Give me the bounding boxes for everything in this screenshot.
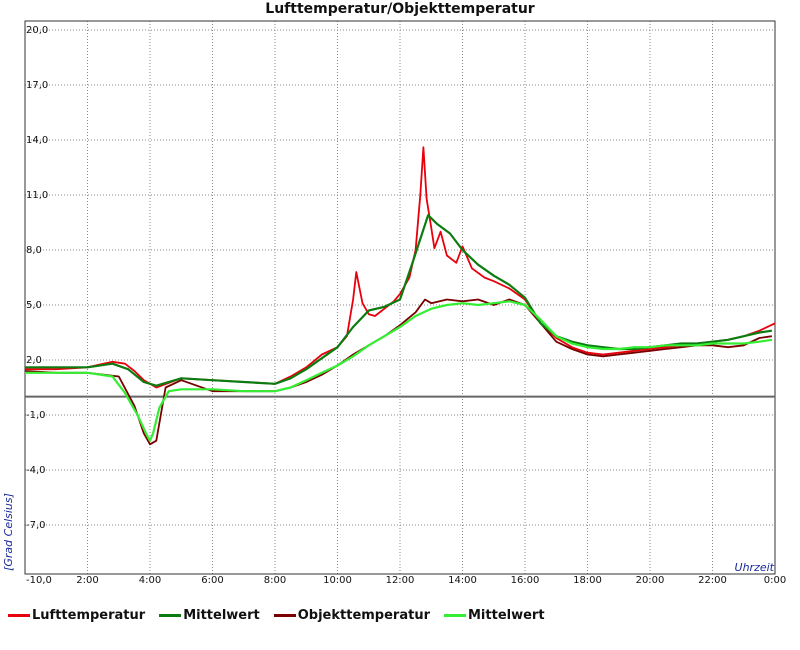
legend-label: Mittelwert [468,608,545,623]
y-tick-label: -1,0 [26,410,46,421]
legend-label: Objekttemperatur [297,608,430,623]
legend-label: Mittelwert [183,608,260,623]
x-tick-label: 22:00 [698,575,727,586]
x-tick-label: 6:00 [201,575,223,586]
y-tick-label: 2,0 [26,355,42,366]
x-tick-label: 20:00 [636,575,665,586]
y-tick-labels: -10,0 -7,0 -4,0 -1,0 2,0 5,0 8,0 11,0 14,0 17,0 20… [26,25,52,586]
legend-swatch [159,614,182,617]
series-line-3 [25,300,773,442]
y-tick-label: 5,0 [26,300,42,311]
y-tick-label: -10,0 [26,575,52,586]
legend-swatch [444,614,466,617]
y-tick-label: 8,0 [26,245,42,256]
legend-item: Mittelwert [159,608,260,623]
y-tick-label: 20,0 [26,25,48,36]
x-tick-label: 4:00 [139,575,161,586]
x-tick-label: 10:00 [323,575,352,586]
series-line-1 [25,214,773,387]
x-axis-label: Uhrzeit [735,561,775,574]
legend-swatch [8,614,30,617]
y-axis-label: [Grad Celsius] [2,493,15,571]
plot-area-frame [24,20,776,575]
chart-title: Lufttemperatur/Objekttemperatur [265,1,535,17]
x-tick-labels: 2:00 4:00 6:00 8:00 10:00 12:00 14:00 16:00 18:0… [76,575,786,586]
legend-item: Objekttemperatur [273,608,430,623]
legend-swatch [273,614,296,617]
legend: Lufttemperatur Mittelwert Objekttemperatur… [8,608,559,623]
legend-item: Lufttemperatur [8,608,145,623]
x-tick-label: 12:00 [386,575,415,586]
x-tick-label: 0:00 [764,575,786,586]
x-tick-label: 14:00 [448,575,477,586]
x-tick-label: 8:00 [264,575,286,586]
x-tick-label: 2:00 [76,575,98,586]
x-tick-label: 18:00 [573,575,602,586]
legend-label: Lufttemperatur [32,608,146,623]
y-tick-label: -7,0 [26,520,46,531]
series-group [24,146,776,446]
y-tick-label: 17,0 [26,80,48,91]
y-tick-label: -4,0 [26,465,46,476]
y-tick-label: 14,0 [26,135,48,146]
y-tick-label: 11,0 [26,190,48,201]
x-tick-label: 16:00 [511,575,540,586]
series-line-2 [24,298,773,446]
legend-item: Mittelwert [444,608,545,623]
